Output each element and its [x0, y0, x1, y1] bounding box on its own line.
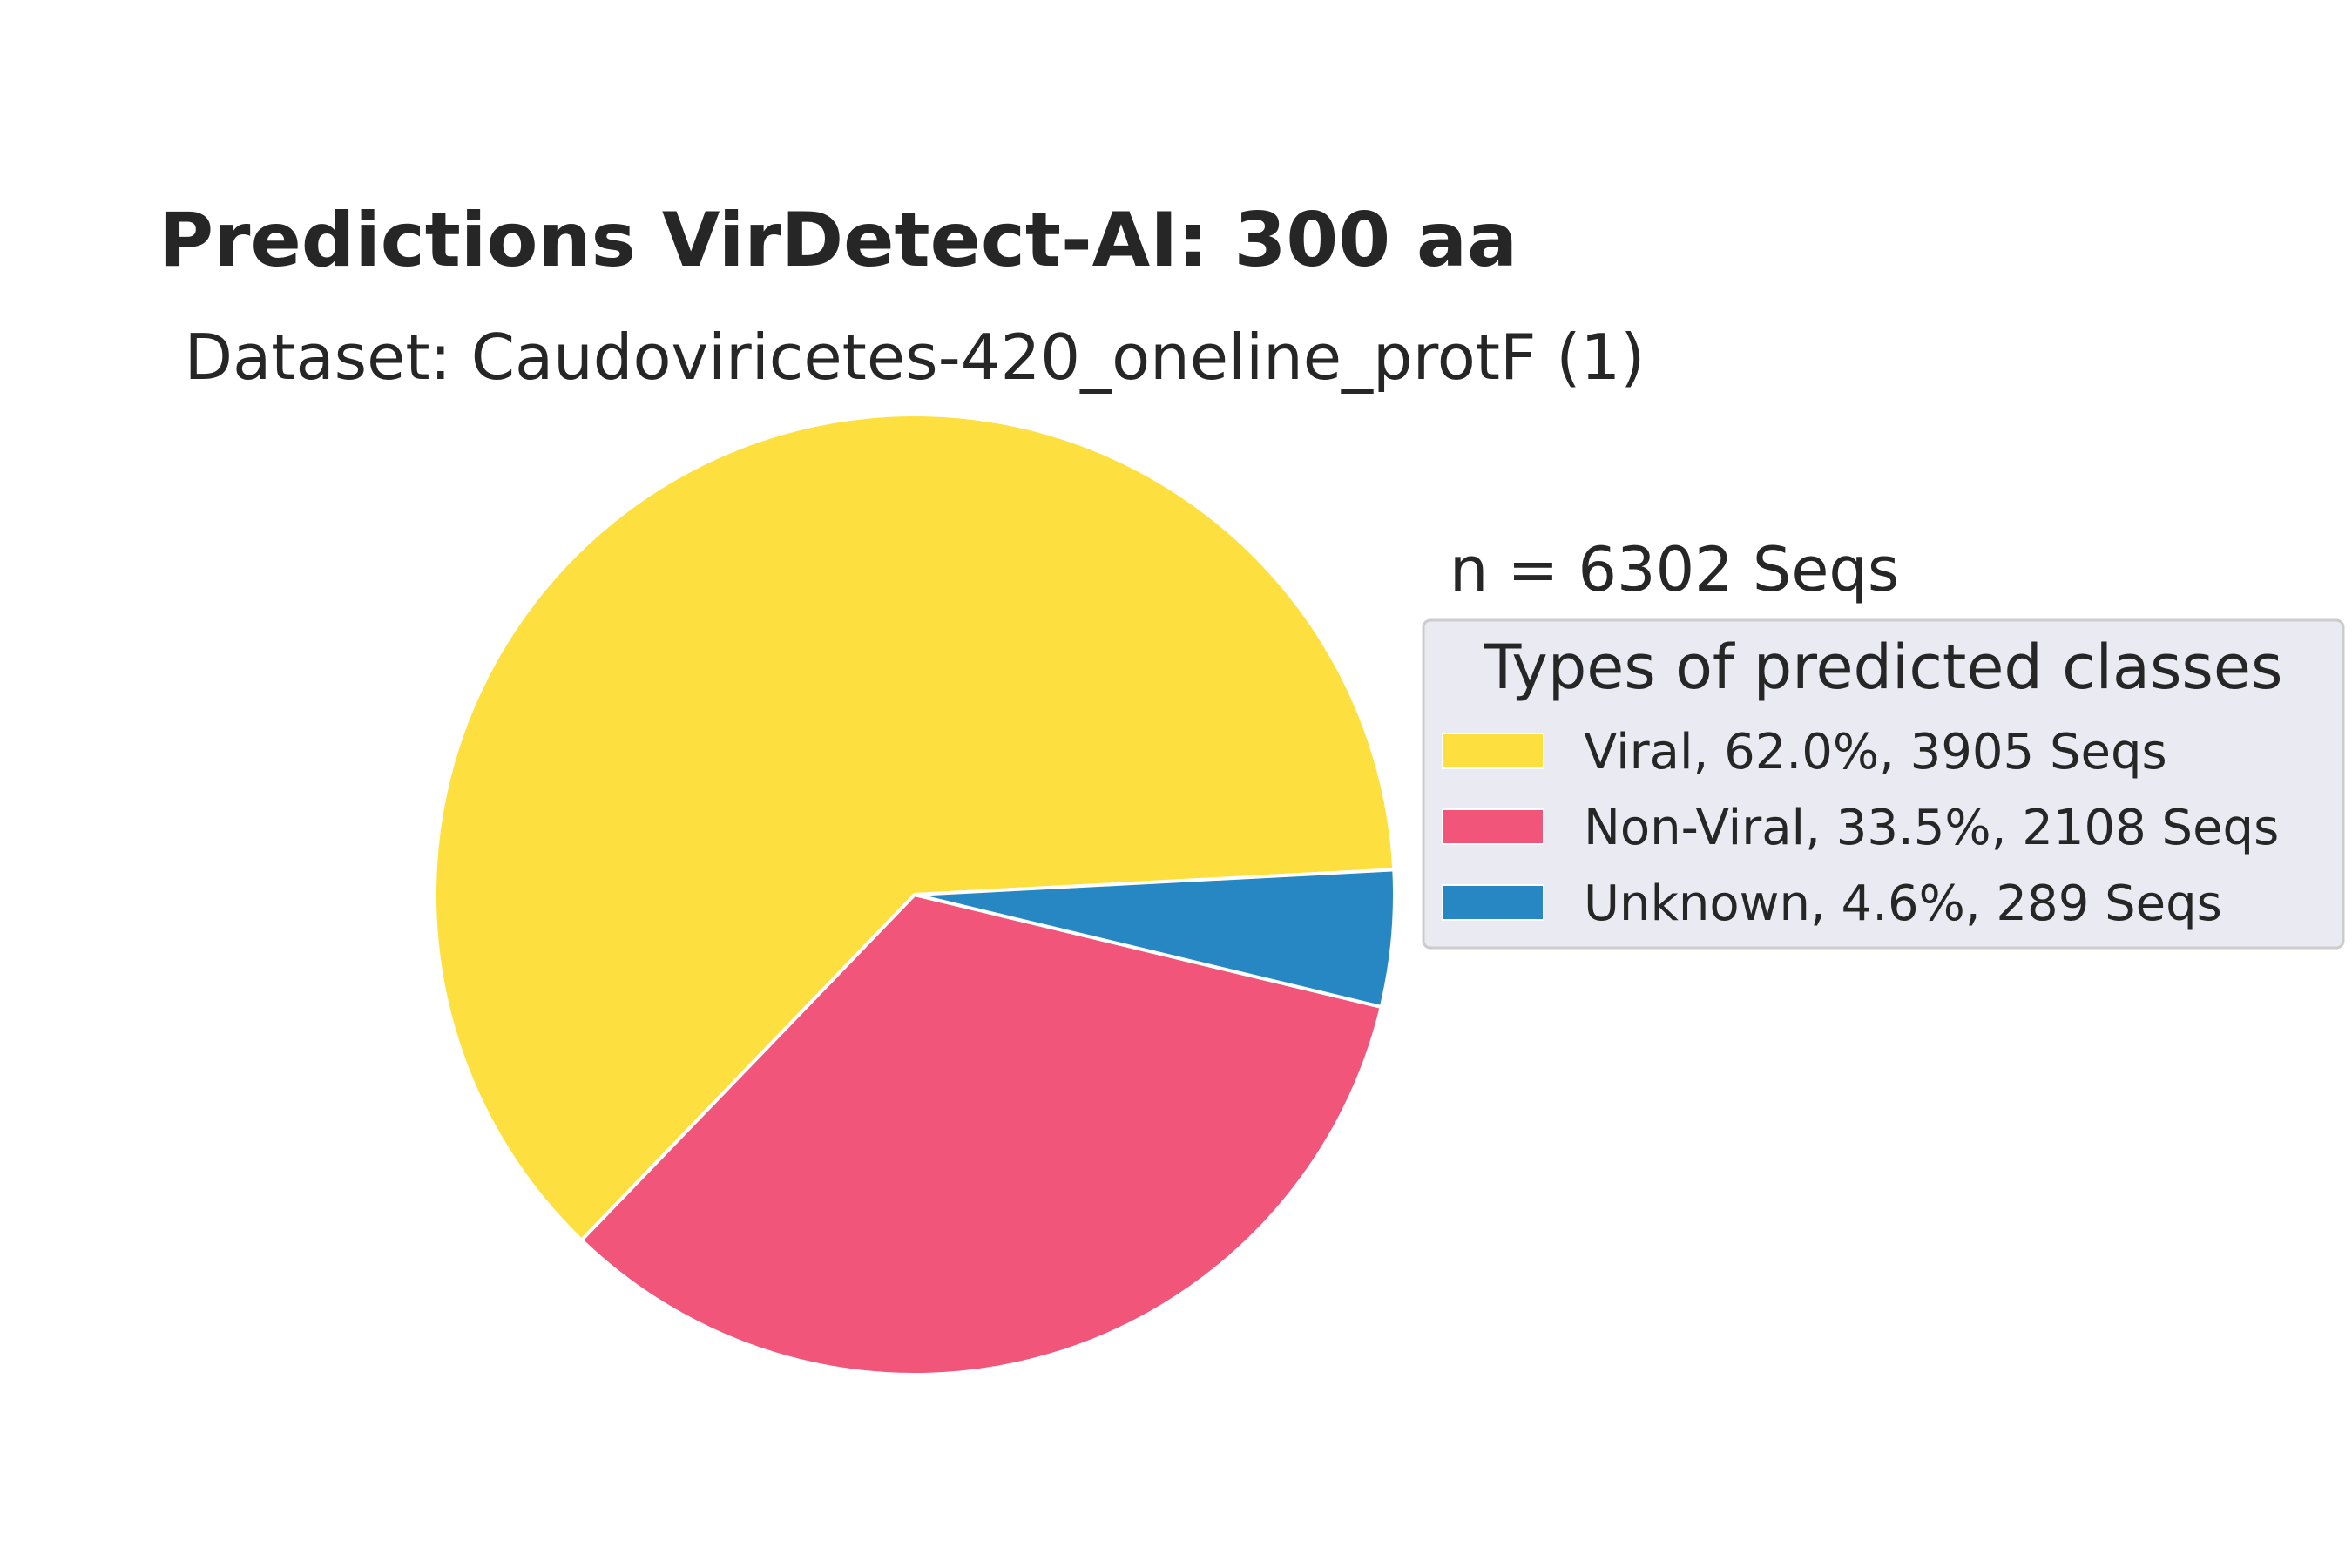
pie-slices: [433, 413, 1396, 1376]
legend-swatch-viral: [1442, 733, 1544, 769]
sample-count-annotation: n = 6302 Seqs: [1450, 534, 1899, 605]
pie-slice-non-viral: [579, 893, 1383, 1376]
chart-title: Predictions VirDetect-AI: 300 aa: [159, 197, 1517, 284]
legend: Types of predicted classes Viral, 62.0%,…: [1422, 618, 2345, 950]
legend-box: [1422, 618, 2345, 950]
legend-label-non-viral: Non-Viral, 33.5%, 2108 Seqs: [1584, 800, 2279, 856]
legend-label-viral: Viral, 62.0%, 3905 Seqs: [1584, 724, 2167, 781]
pie-slice-viral: [433, 413, 1396, 1242]
legend-swatch-unknown: [1442, 884, 1544, 921]
legend-items: Viral, 62.0%, 3905 Seqs Non-Viral, 33.5%,…: [1442, 724, 2279, 932]
chart-subtitle: Dataset: Caudoviricetes-420_oneline_prot…: [185, 321, 1646, 394]
legend-label-unknown: Unknown, 4.6%, 289 Seqs: [1584, 875, 2222, 932]
pie-slice-unknown: [913, 868, 1396, 1009]
legend-title: Types of predicted classes: [1484, 632, 2283, 703]
legend-swatch-non-viral: [1442, 808, 1544, 845]
